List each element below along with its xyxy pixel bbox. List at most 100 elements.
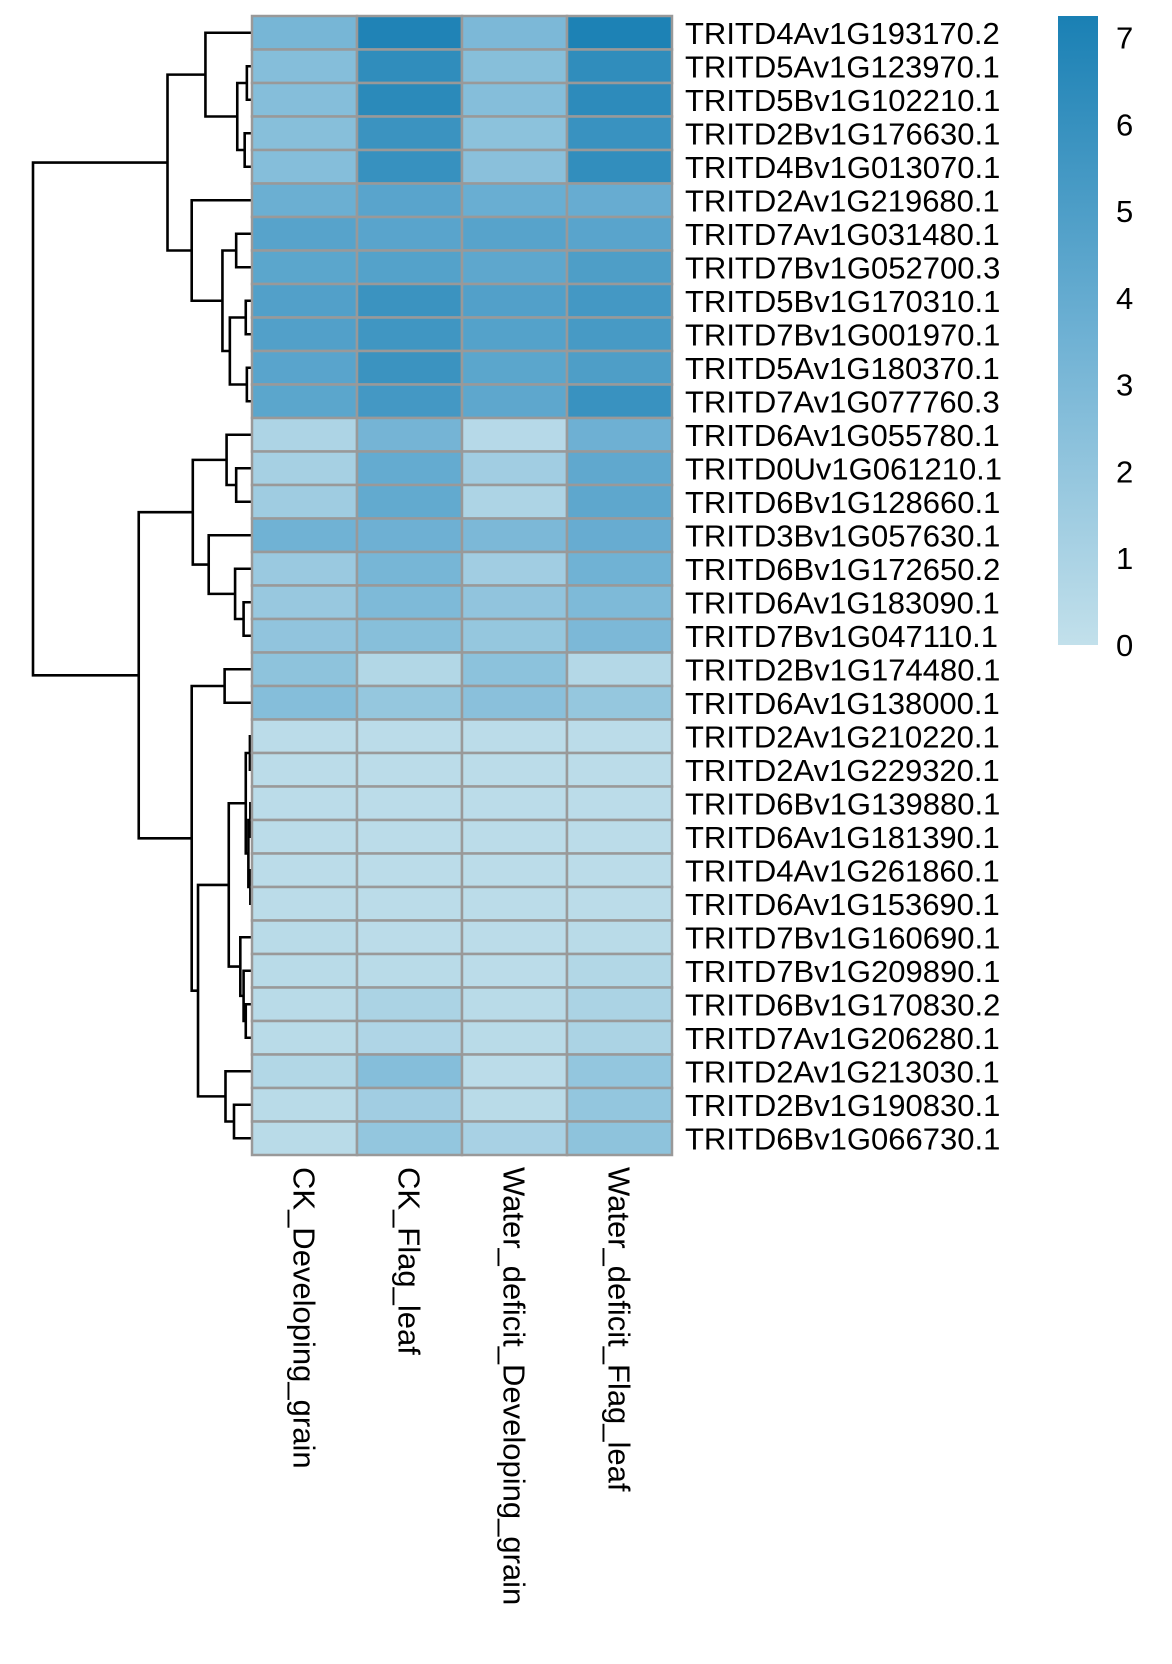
heatmap-cell	[250, 282, 359, 319]
heatmap-cell	[355, 617, 464, 654]
heatmap-cell	[565, 986, 674, 1023]
row-label: TRITD5Bv1G102210.1	[685, 83, 1000, 118]
heatmap-cell	[460, 718, 569, 755]
heatmap-cell	[565, 517, 674, 554]
row-label: TRITD6Bv1G066730.1	[685, 1121, 1000, 1156]
heatmap-cell	[355, 383, 464, 420]
heatmap-cell	[355, 14, 464, 51]
heatmap-cell	[250, 249, 359, 286]
colorbar-tick-label: 1	[1116, 541, 1133, 576]
row-label: TRITD7Bv1G001970.1	[685, 317, 1000, 352]
column-label: Water_deficit_Flag_leaf	[602, 1167, 637, 1492]
heatmap-cell	[250, 48, 359, 85]
colorbar-tick-label: 5	[1116, 194, 1133, 229]
heatmap-cell	[460, 182, 569, 219]
heatmap-cell	[250, 1019, 359, 1056]
row-label: TRITD6Bv1G172650.2	[685, 552, 1000, 587]
heatmap-cell	[460, 751, 569, 788]
row-label: TRITD7Av1G031480.1	[685, 217, 1000, 252]
heatmap-cell	[460, 48, 569, 85]
row-label: TRITD4Av1G193170.2	[685, 16, 1000, 51]
heatmap-cell	[355, 282, 464, 319]
column-label: CK_Developing_grain	[287, 1167, 322, 1469]
heatmap-cell	[460, 952, 569, 989]
heatmap-cell	[460, 282, 569, 319]
colorbar-tick-label: 7	[1116, 21, 1133, 56]
heatmap-cell	[355, 81, 464, 118]
row-label: TRITD2Bv1G174480.1	[685, 652, 1000, 687]
heatmap-cell	[355, 517, 464, 554]
heatmap-cell	[565, 115, 674, 152]
row-label: TRITD6Bv1G139880.1	[685, 786, 1000, 821]
heatmap-cell	[565, 282, 674, 319]
heatmap-cell	[565, 651, 674, 688]
heatmap-cell	[250, 785, 359, 822]
heatmap-cell	[355, 651, 464, 688]
dendrogram-branch	[244, 1002, 251, 1040]
row-label: TRITD6Av1G183090.1	[685, 585, 1000, 620]
heatmap-cell	[460, 919, 569, 956]
heatmap-cell	[460, 81, 569, 118]
dendrogram-branch	[228, 316, 247, 386]
heatmap-cell	[250, 1086, 359, 1123]
heatmap-cell	[355, 115, 464, 152]
heatmap-cell	[250, 215, 359, 252]
heatmap-cell	[565, 584, 674, 621]
row-label: TRITD5Av1G180370.1	[685, 351, 1000, 386]
heatmap-cell	[565, 1120, 674, 1157]
heatmap-cell	[565, 249, 674, 286]
heatmap-cells	[250, 14, 674, 1157]
row-label: TRITD3Bv1G057630.1	[685, 518, 1000, 553]
heatmap-cell	[250, 818, 359, 855]
heatmap-cell	[250, 852, 359, 889]
heatmap-cell	[460, 450, 569, 487]
row-label: TRITD4Av1G261860.1	[685, 853, 1000, 888]
heatmap-cell	[460, 349, 569, 386]
heatmap-cell	[355, 718, 464, 755]
heatmap-cell	[355, 1120, 464, 1157]
heatmap-cell	[565, 416, 674, 453]
heatmap-cell	[565, 1086, 674, 1123]
heatmap-cell	[565, 751, 674, 788]
heatmap-cell	[460, 785, 569, 822]
heatmap-cell	[250, 617, 359, 654]
dendrogram-branch	[225, 433, 251, 487]
row-label: TRITD6Av1G153690.1	[685, 887, 1000, 922]
heatmap-cell	[355, 684, 464, 721]
colorbar-tick-label: 4	[1116, 281, 1133, 316]
heatmap-cell	[250, 751, 359, 788]
heatmap-cell	[460, 684, 569, 721]
heatmap-cell	[250, 316, 359, 353]
heatmap-cell	[355, 215, 464, 252]
row-label: TRITD2Av1G229320.1	[685, 753, 1000, 788]
dendrogram-branch	[239, 935, 251, 998]
heatmap-cell	[250, 14, 359, 51]
heatmap-cell	[250, 651, 359, 688]
heatmap-cell	[250, 148, 359, 185]
row-label: TRITD6Bv1G128660.1	[685, 485, 1000, 520]
heatmap-cell	[565, 885, 674, 922]
heatmap-cell	[565, 952, 674, 989]
heatmap-cell	[355, 952, 464, 989]
heatmap-cell	[460, 1053, 569, 1090]
heatmap-cell	[355, 885, 464, 922]
heatmap-cell	[355, 349, 464, 386]
dendrogram-branch	[196, 883, 229, 1098]
heatmap-cell	[565, 182, 674, 219]
dendrogram-branch	[204, 31, 251, 118]
heatmap-cell	[250, 550, 359, 587]
heatmap-cell	[250, 1120, 359, 1157]
dendrogram-branch	[223, 667, 251, 705]
heatmap-cell	[565, 718, 674, 755]
row-label: TRITD6Bv1G170830.2	[685, 987, 1000, 1022]
row-label: TRITD2Bv1G190830.1	[685, 1088, 1000, 1123]
dendrogram-branch	[207, 533, 251, 596]
heatmap-cell	[460, 617, 569, 654]
heatmap-cell	[250, 986, 359, 1023]
heatmap-cell	[250, 349, 359, 386]
heatmap-cell	[355, 48, 464, 85]
row-label: TRITD7Bv1G052700.3	[685, 250, 1000, 285]
heatmap-cell	[565, 550, 674, 587]
heatmap-cell	[250, 517, 359, 554]
heatmap-cell	[460, 852, 569, 889]
